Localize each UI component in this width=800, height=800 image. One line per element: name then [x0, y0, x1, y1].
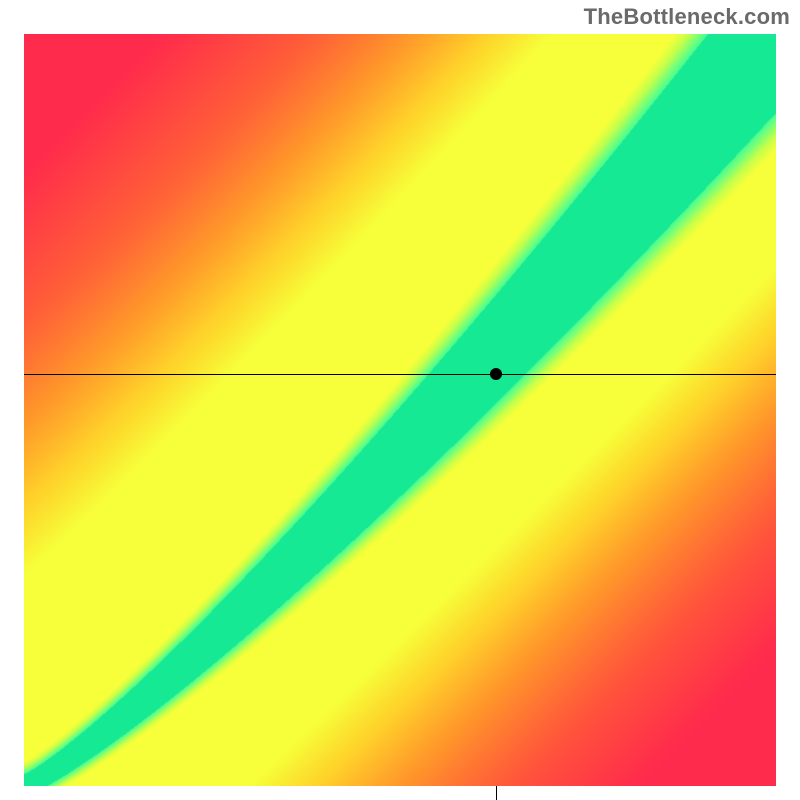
heatmap-canvas	[24, 34, 776, 786]
watermark-text: TheBottleneck.com	[584, 4, 790, 30]
crosshair-vertical	[496, 786, 497, 800]
heatmap-plot	[24, 34, 776, 786]
crosshair-marker	[490, 368, 502, 380]
chart-container: TheBottleneck.com	[0, 0, 800, 800]
crosshair-horizontal	[24, 374, 776, 375]
